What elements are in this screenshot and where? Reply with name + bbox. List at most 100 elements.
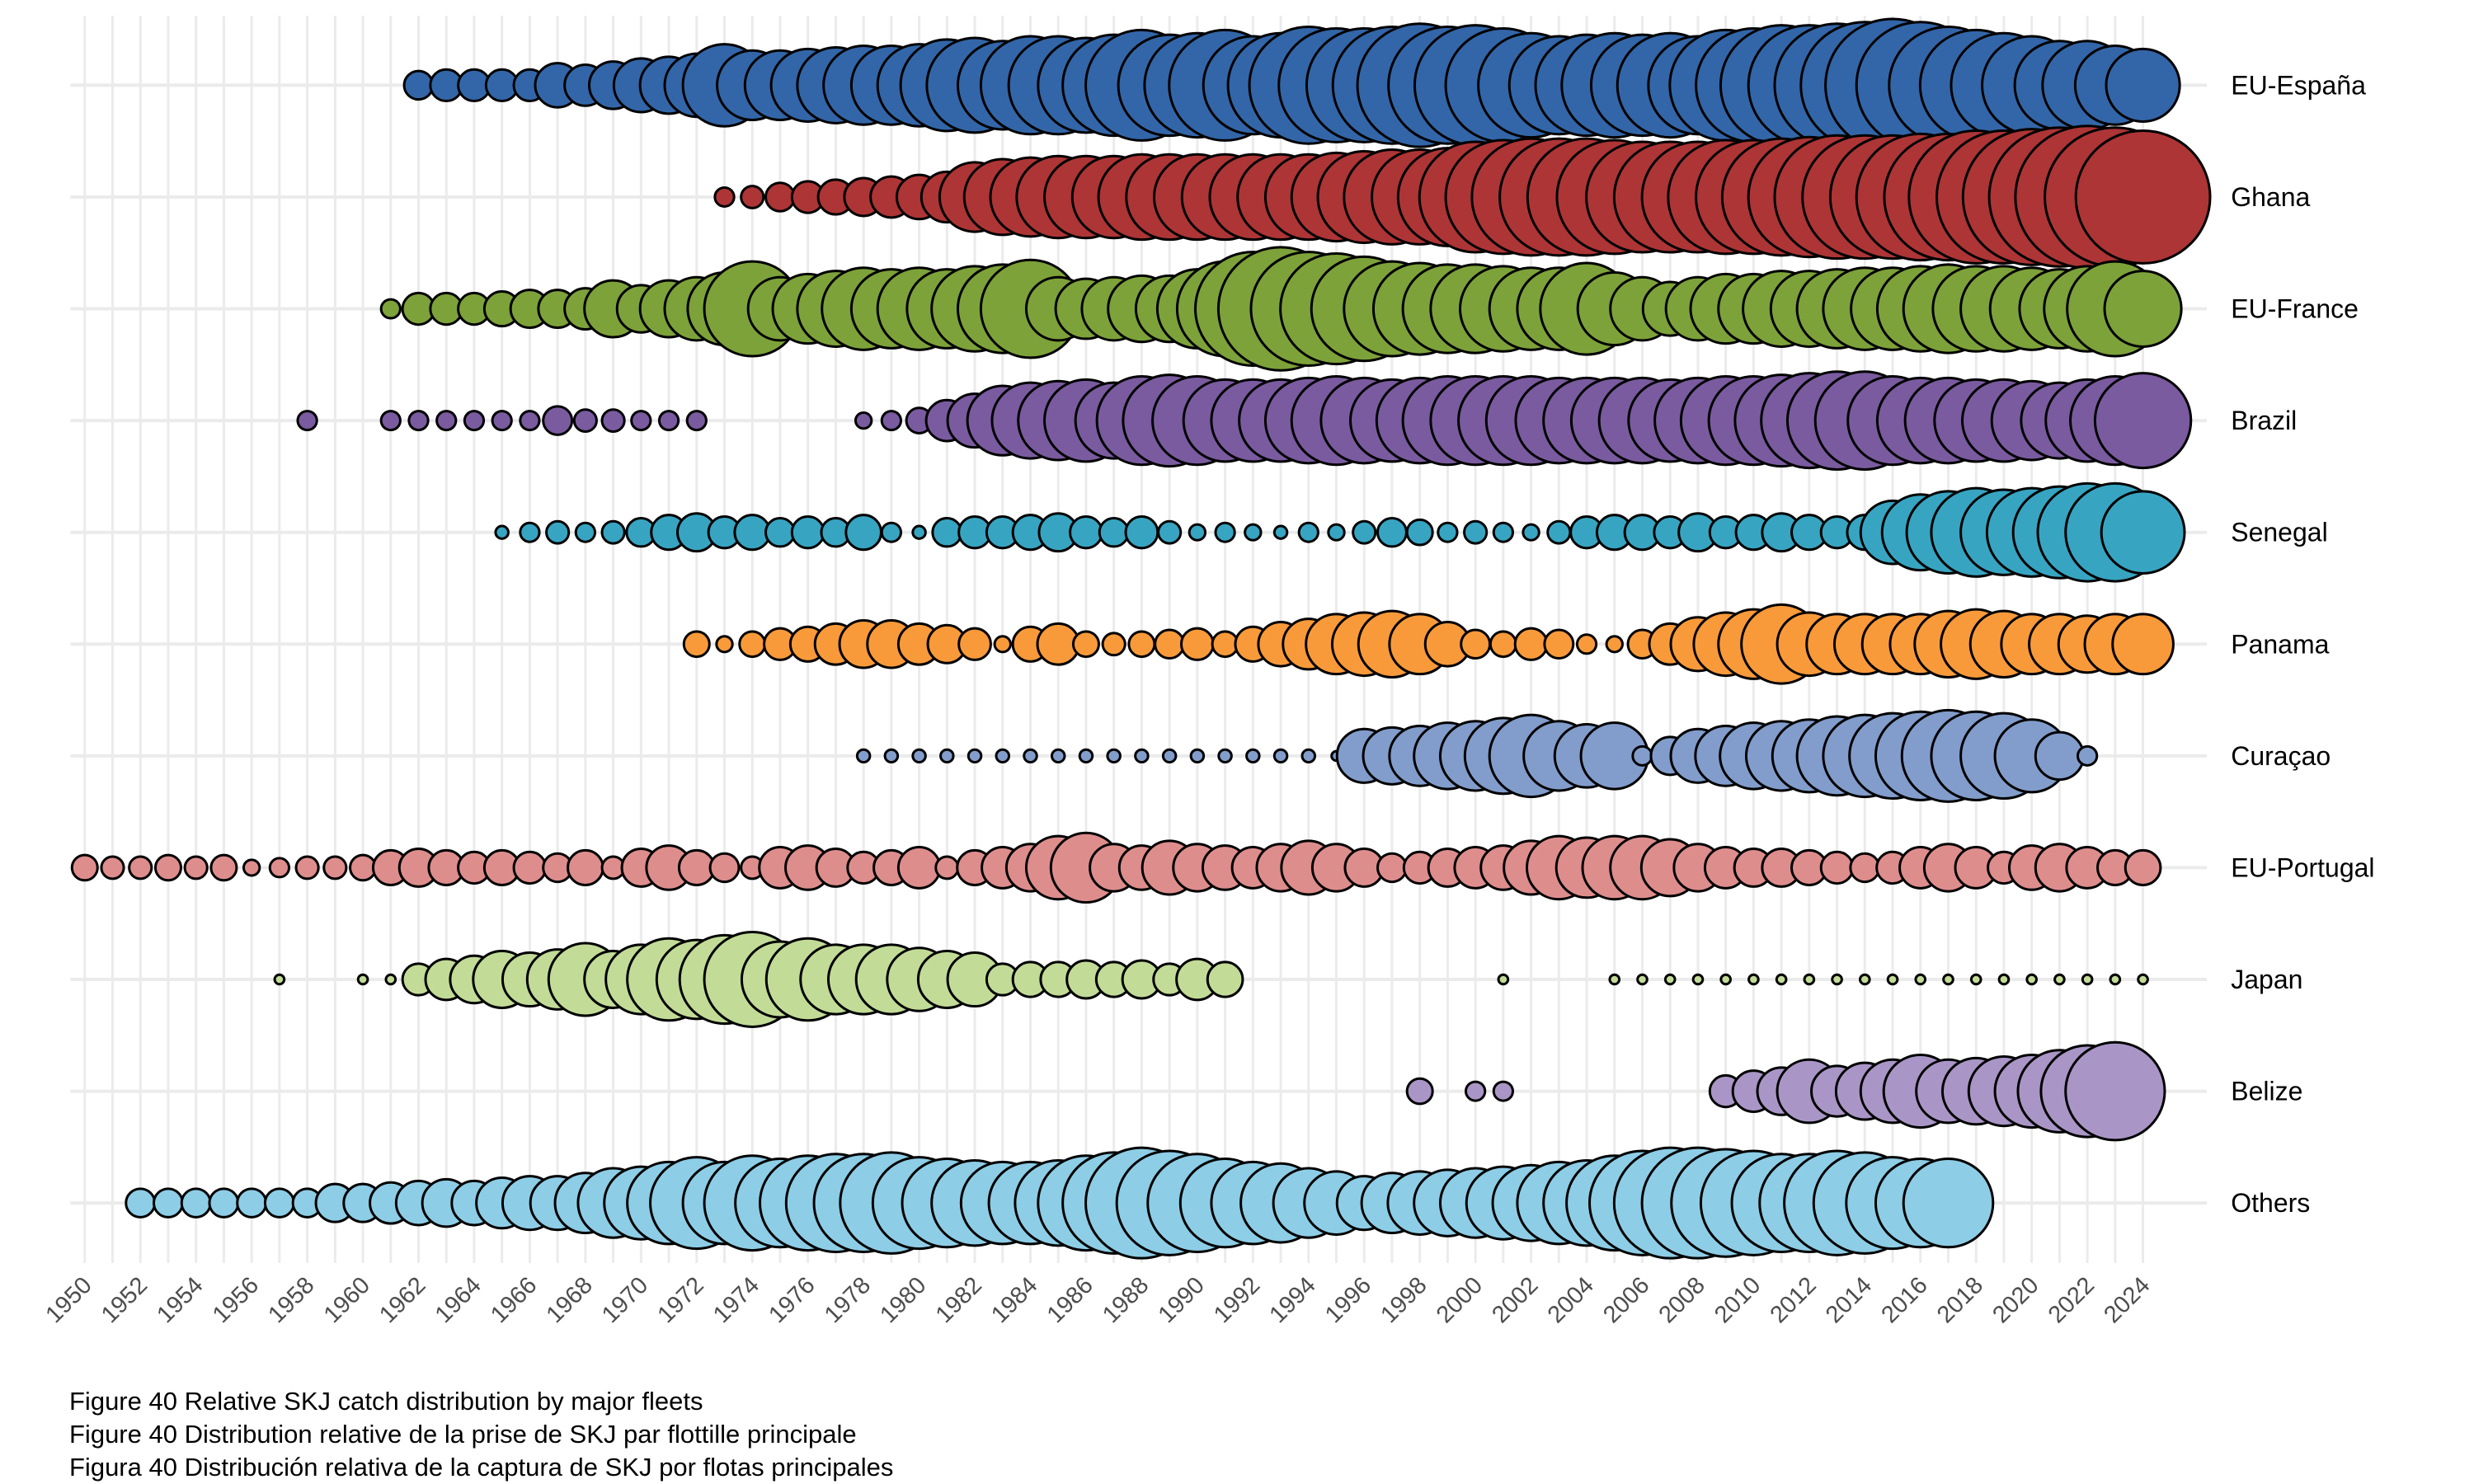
x-tick-label: 1974 bbox=[708, 1272, 764, 1328]
bubble-belize-1998 bbox=[1405, 1077, 1434, 1106]
bubble-cura-ao-1984 bbox=[1023, 748, 1038, 764]
x-tick-label: 1960 bbox=[319, 1272, 375, 1328]
bubble-panama-2003 bbox=[1543, 628, 1575, 660]
bubble-cura-ao-1993 bbox=[1272, 748, 1289, 764]
bubble-cura-ao-1994 bbox=[1300, 748, 1317, 764]
bubble-senegal-2002 bbox=[1522, 523, 1540, 542]
x-tick-label: 1968 bbox=[542, 1272, 598, 1328]
bubble-senegal-1976 bbox=[790, 515, 825, 550]
bubble-senegal-1997 bbox=[1376, 516, 1408, 548]
bubble-eu-portugal-1954 bbox=[183, 855, 209, 881]
bubble-japan-2005 bbox=[1608, 973, 1621, 986]
bubble-cura-ao-2006 bbox=[1631, 744, 1653, 767]
x-tick-label: 1956 bbox=[208, 1272, 264, 1328]
bubble-japan-1960 bbox=[356, 973, 369, 986]
bubble-cura-ao-2021 bbox=[2034, 730, 2085, 782]
bubble-others-1954 bbox=[180, 1187, 212, 1219]
x-tick-label: 2018 bbox=[1932, 1272, 1988, 1328]
bubble-eu-portugal-1957 bbox=[268, 857, 291, 879]
x-tick-label: 1966 bbox=[486, 1272, 542, 1328]
bubble-panama-1982 bbox=[957, 627, 992, 661]
x-tick-label: 1950 bbox=[40, 1272, 96, 1328]
bubble-cura-ao-1988 bbox=[1134, 748, 1150, 764]
x-tick-label: 2024 bbox=[2099, 1272, 2155, 1328]
bubble-eu-portugal-1950 bbox=[70, 853, 99, 882]
x-tick-label: 1998 bbox=[1376, 1272, 1432, 1328]
x-tick-label: 1958 bbox=[263, 1272, 319, 1328]
caption-line-fr: Figure 40 Distribution relative de la pr… bbox=[69, 1420, 857, 1449]
bubble-japan-2017 bbox=[1942, 973, 1954, 986]
bubble-senegal-1994 bbox=[1297, 521, 1319, 543]
x-tick-label: 2004 bbox=[1543, 1272, 1599, 1328]
bubble-ghana-1974 bbox=[740, 185, 765, 209]
bubble-brazil-1970 bbox=[630, 410, 652, 432]
bubble-japan-2020 bbox=[2025, 973, 2038, 986]
bubble-brazil-1979 bbox=[880, 410, 902, 432]
bubble-cura-ao-1986 bbox=[1078, 748, 1094, 764]
bubble-cura-ao-1980 bbox=[911, 748, 927, 764]
bubble-panama-2002 bbox=[1513, 627, 1549, 661]
bubble-panama-2004 bbox=[1575, 633, 1598, 655]
bubble-eu-portugal-1981 bbox=[934, 855, 960, 881]
x-tick-label: 2006 bbox=[1598, 1272, 1654, 1328]
bubble-eu-portugal-1951 bbox=[100, 855, 125, 881]
bubble-senegal-1998 bbox=[1405, 518, 1434, 547]
bubble-cura-ao-1985 bbox=[1050, 748, 1066, 764]
bubble-eu-espa-a-1962 bbox=[402, 69, 435, 101]
bubble-senegal-1999 bbox=[1437, 521, 1459, 543]
bubble-senegal-1996 bbox=[1352, 519, 1377, 545]
bubble-brazil-1958 bbox=[296, 410, 318, 432]
bubble-senegal-1975 bbox=[764, 516, 796, 548]
bubble-brazil-1964 bbox=[463, 410, 486, 432]
bubble-panama-1973 bbox=[715, 635, 734, 654]
x-tick-label: 1992 bbox=[1209, 1272, 1265, 1328]
x-tick-label: 1994 bbox=[1264, 1272, 1320, 1328]
bubble-japan-2018 bbox=[1969, 973, 1982, 986]
bubble-senegal-1990 bbox=[1188, 523, 1207, 542]
bubble-panama-1991 bbox=[1211, 630, 1239, 659]
bubble-eu-portugal-1973 bbox=[708, 852, 741, 884]
bubble-eu-portugal-1966 bbox=[512, 850, 548, 885]
x-tick-label: 1990 bbox=[1154, 1272, 1210, 1328]
bubble-cura-ao-1992 bbox=[1245, 748, 1261, 764]
bubble-senegal-2024 bbox=[2100, 490, 2186, 575]
x-tick-label: 1996 bbox=[1320, 1272, 1376, 1328]
bubble-senegal-2003 bbox=[1546, 519, 1572, 545]
bubble-eu-portugal-1997 bbox=[1376, 852, 1408, 884]
bubble-senegal-1967 bbox=[545, 519, 571, 545]
bubble-senegal-1988 bbox=[1124, 515, 1159, 550]
x-tick-label: 1978 bbox=[820, 1272, 876, 1328]
bubble-panama-1983 bbox=[993, 635, 1012, 654]
bubble-japan-2019 bbox=[1997, 973, 2011, 986]
x-tick-label: 2012 bbox=[1766, 1272, 1822, 1328]
x-tick-label: 2020 bbox=[1987, 1272, 2044, 1328]
bubble-eu-france-1961 bbox=[379, 298, 402, 320]
bubble-belize-2001 bbox=[1492, 1080, 1514, 1102]
bubble-japan-2006 bbox=[1636, 973, 1649, 986]
bubble-brazil-1967 bbox=[542, 405, 574, 436]
bubble-eu-france-2024 bbox=[2103, 270, 2183, 349]
bubble-senegal-1989 bbox=[1157, 519, 1183, 545]
bubble-japan-1961 bbox=[384, 973, 397, 986]
bubble-cura-ao-1978 bbox=[855, 748, 872, 764]
bubble-eu-portugal-1980 bbox=[896, 846, 942, 890]
bubble-cura-ao-1990 bbox=[1189, 748, 1206, 764]
bubble-senegal-1987 bbox=[1098, 516, 1130, 548]
bubble-panama-1987 bbox=[1101, 632, 1126, 657]
bubble-panama-2005 bbox=[1605, 635, 1624, 654]
bubble-brazil-2024 bbox=[2093, 372, 2193, 470]
fleet-label: EU-Portugal bbox=[2231, 852, 2374, 882]
bubble-ghana-2024 bbox=[2074, 129, 2212, 265]
bubble-brazil-1969 bbox=[600, 408, 626, 434]
bubble-panama-1972 bbox=[682, 630, 711, 659]
bubble-japan-2024 bbox=[2137, 973, 2149, 986]
bubble-japan-2021 bbox=[2053, 973, 2066, 986]
x-tick-label: 1988 bbox=[1098, 1272, 1154, 1328]
bubble-japan-2011 bbox=[1775, 973, 1788, 986]
bubble-brazil-1971 bbox=[657, 410, 680, 432]
bubble-others-1953 bbox=[153, 1187, 184, 1219]
bubble-senegal-1965 bbox=[494, 524, 510, 540]
bubble-japan-2015 bbox=[1886, 973, 1899, 986]
fleet-label: Brazil bbox=[2231, 406, 2297, 435]
fleet-label: Panama bbox=[2231, 629, 2329, 659]
